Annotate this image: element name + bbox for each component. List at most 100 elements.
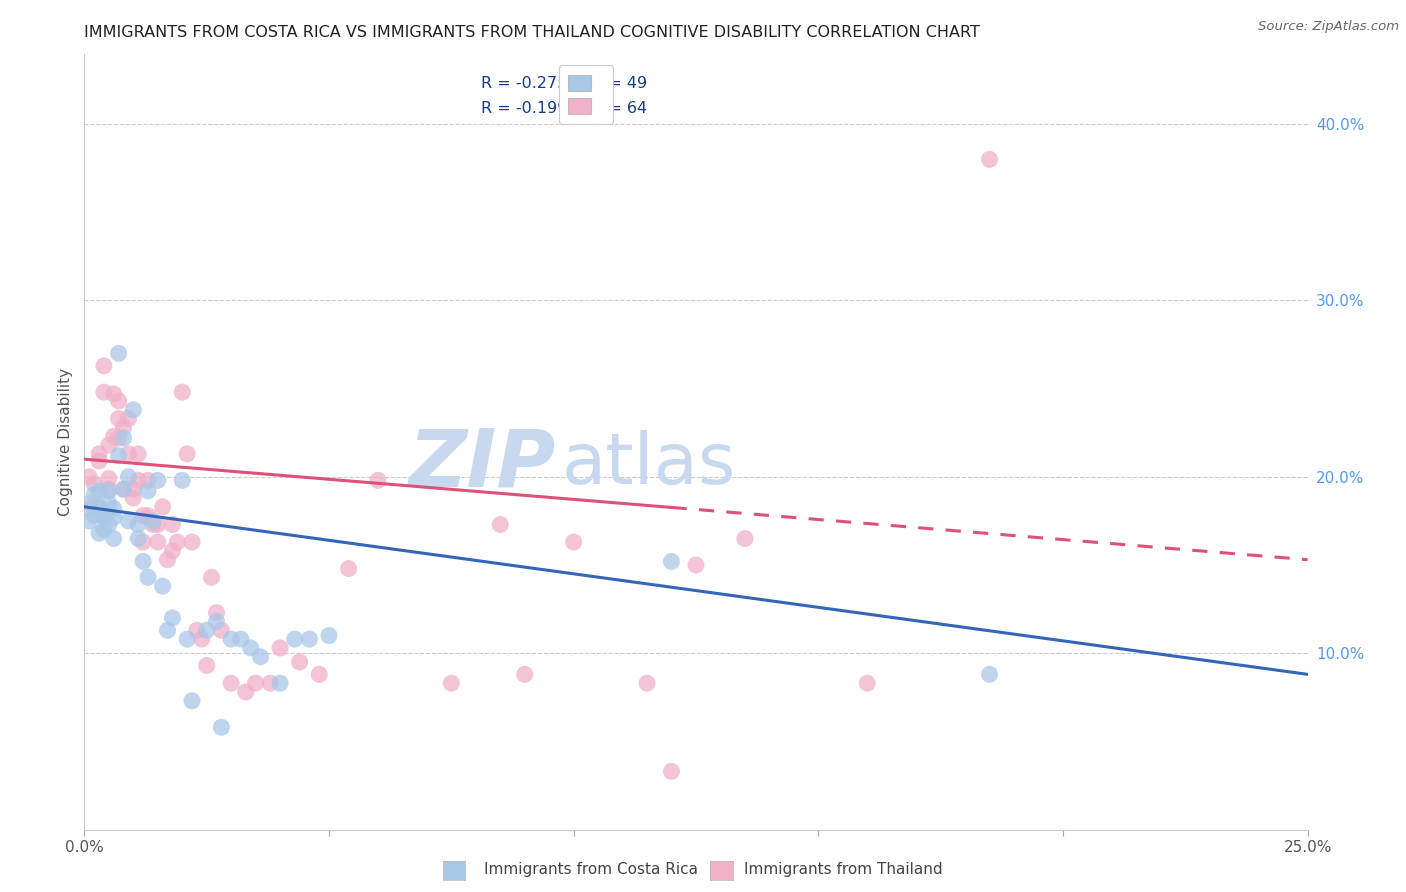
Point <box>93 523 115 537</box>
Point <box>136 508 159 523</box>
Point <box>367 473 389 487</box>
Point <box>219 676 242 690</box>
Point <box>142 514 165 528</box>
Point <box>856 676 879 690</box>
Text: R = -0.199: R = -0.199 <box>481 102 567 116</box>
Point <box>249 649 271 664</box>
Point <box>229 632 252 646</box>
Point <box>87 454 110 468</box>
Point <box>97 496 120 510</box>
Text: R = -0.275: R = -0.275 <box>481 77 567 91</box>
Point <box>117 447 139 461</box>
Point <box>103 510 125 524</box>
Point <box>259 676 281 690</box>
Point <box>117 411 139 425</box>
Point <box>107 449 129 463</box>
Point <box>112 420 135 434</box>
Point <box>97 472 120 486</box>
Text: N = 49: N = 49 <box>591 77 647 91</box>
Point <box>97 482 120 496</box>
Point <box>87 483 110 498</box>
Point <box>176 632 198 646</box>
Y-axis label: Cognitive Disability: Cognitive Disability <box>58 368 73 516</box>
Point <box>142 517 165 532</box>
Point <box>93 385 115 400</box>
Point <box>636 676 658 690</box>
Point <box>979 667 1001 681</box>
Point <box>107 431 129 445</box>
Point <box>107 394 129 409</box>
Point <box>181 694 204 708</box>
Point <box>136 483 159 498</box>
Point <box>337 561 360 575</box>
Point <box>97 483 120 498</box>
Point <box>176 447 198 461</box>
Point <box>734 532 756 546</box>
Text: Immigrants from Thailand: Immigrants from Thailand <box>744 863 943 877</box>
Point <box>87 500 110 514</box>
Text: ZIP: ZIP <box>408 425 555 504</box>
Point <box>156 624 179 638</box>
Point <box>284 632 307 646</box>
Text: atlas: atlas <box>561 430 735 500</box>
Point <box>562 535 585 549</box>
Point <box>152 579 174 593</box>
Point <box>103 387 125 401</box>
Point <box>93 508 115 523</box>
Point <box>209 624 232 638</box>
Point <box>127 447 149 461</box>
Point <box>162 517 184 532</box>
Point <box>97 438 120 452</box>
Point <box>685 558 707 572</box>
Point <box>661 554 683 568</box>
Point <box>107 346 129 360</box>
Point <box>93 510 115 524</box>
Point <box>318 628 340 642</box>
Point <box>195 624 218 638</box>
Point <box>117 470 139 484</box>
Point <box>103 429 125 443</box>
Point <box>112 482 135 496</box>
Point <box>181 535 204 549</box>
Point <box>195 658 218 673</box>
Point <box>172 473 194 487</box>
Point <box>219 632 242 646</box>
Point <box>205 606 228 620</box>
Point <box>127 532 149 546</box>
Point <box>127 473 149 487</box>
Point <box>235 685 257 699</box>
Point <box>440 676 463 690</box>
Point <box>117 514 139 528</box>
Point <box>162 544 184 558</box>
Point <box>308 667 330 681</box>
Text: Source: ZipAtlas.com: Source: ZipAtlas.com <box>1258 20 1399 33</box>
Point <box>172 385 194 400</box>
Point <box>146 473 169 487</box>
Point <box>186 624 208 638</box>
Point <box>122 402 145 417</box>
Point <box>245 676 267 690</box>
Point <box>107 411 129 425</box>
Point <box>112 431 135 445</box>
Point <box>136 473 159 487</box>
Point <box>97 517 120 532</box>
Point <box>166 535 188 549</box>
Point <box>77 501 100 516</box>
Point <box>93 359 115 373</box>
Point <box>146 535 169 549</box>
Text: Immigrants from Costa Rica: Immigrants from Costa Rica <box>484 863 697 877</box>
Point <box>269 676 291 690</box>
Point <box>77 496 100 510</box>
Point <box>979 153 1001 167</box>
Point <box>83 487 105 501</box>
Point <box>132 535 155 549</box>
Point <box>489 517 512 532</box>
Point <box>162 611 184 625</box>
Point <box>298 632 321 646</box>
Point <box>122 491 145 505</box>
Point <box>87 447 110 461</box>
Point <box>122 482 145 496</box>
Point <box>112 482 135 496</box>
Point <box>103 501 125 516</box>
Point <box>209 720 232 734</box>
